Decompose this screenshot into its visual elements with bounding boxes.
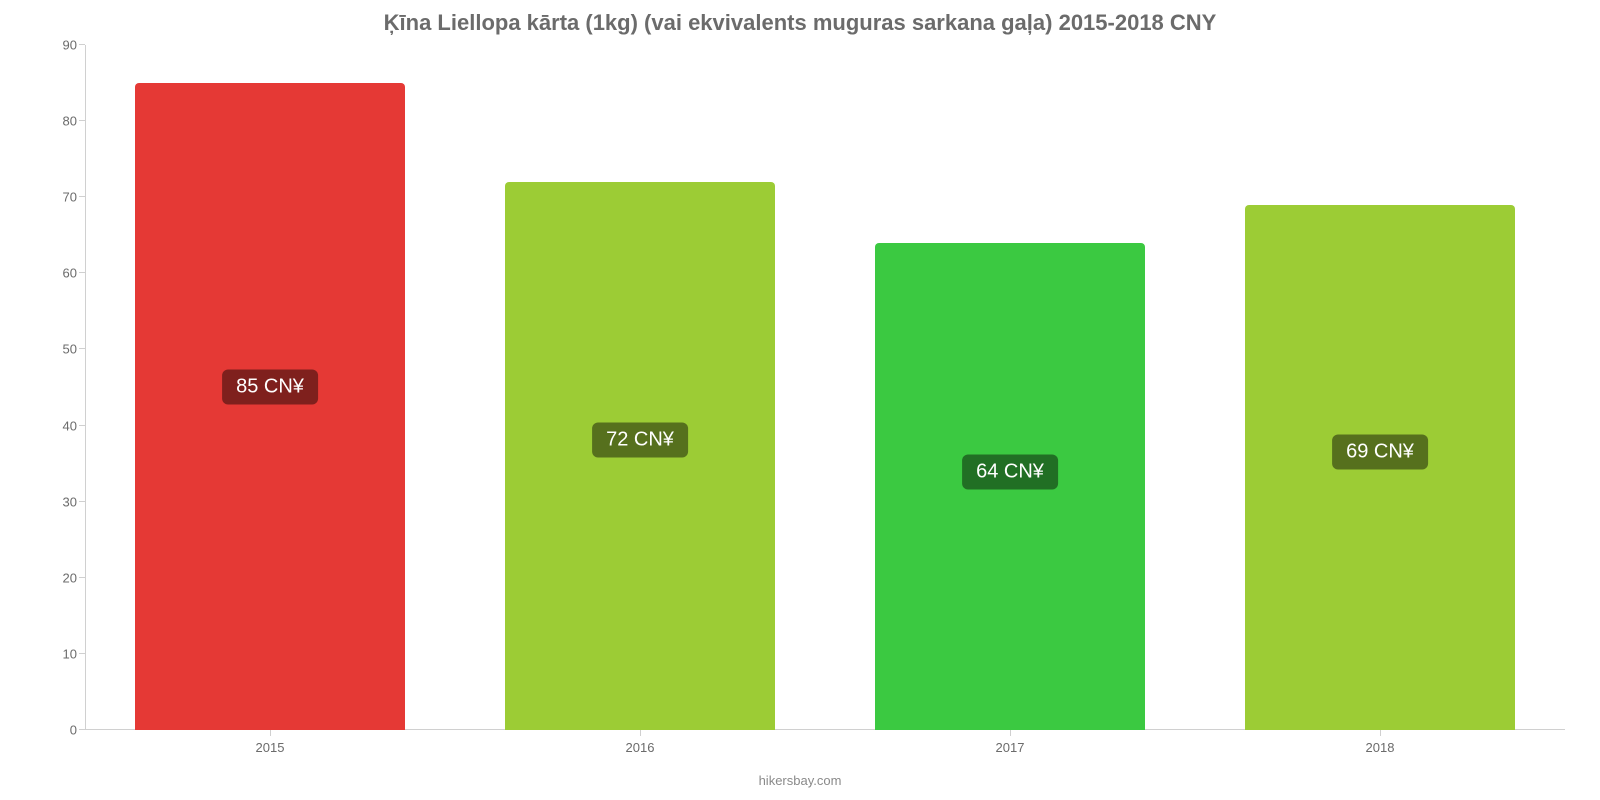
bar: 72 CN¥ <box>505 182 775 730</box>
footer-credit: hikersbay.com <box>0 773 1600 788</box>
y-tick-label: 60 <box>63 266 85 281</box>
value-badge: 64 CN¥ <box>962 454 1058 489</box>
y-tick-label: 40 <box>63 418 85 433</box>
chart-container: 0102030405060708090 85 CN¥201572 CN¥2016… <box>85 45 1565 730</box>
value-badge: 85 CN¥ <box>222 370 318 405</box>
y-tick-label: 10 <box>63 646 85 661</box>
bar: 69 CN¥ <box>1245 205 1515 730</box>
bar-slot: 72 CN¥2016 <box>455 45 825 730</box>
bar-slot: 64 CN¥2017 <box>825 45 1195 730</box>
bar: 85 CN¥ <box>135 83 405 730</box>
bar-slot: 85 CN¥2015 <box>85 45 455 730</box>
x-tick-mark <box>1010 730 1011 736</box>
bar: 64 CN¥ <box>875 243 1145 730</box>
y-tick-label: 30 <box>63 494 85 509</box>
value-badge: 69 CN¥ <box>1332 434 1428 469</box>
y-tick-label: 90 <box>63 38 85 53</box>
y-tick-label: 80 <box>63 114 85 129</box>
chart-title: Ķīna Liellopa kārta (1kg) (vai ekvivalen… <box>0 0 1600 36</box>
bars-row: 85 CN¥201572 CN¥201664 CN¥201769 CN¥2018 <box>85 45 1565 730</box>
value-badge: 72 CN¥ <box>592 422 688 457</box>
y-tick-label: 20 <box>63 570 85 585</box>
y-tick-label: 50 <box>63 342 85 357</box>
y-tick-label: 70 <box>63 190 85 205</box>
plot-area: 0102030405060708090 85 CN¥201572 CN¥2016… <box>85 45 1565 730</box>
x-tick-mark <box>1380 730 1381 736</box>
bar-slot: 69 CN¥2018 <box>1195 45 1565 730</box>
y-tick-label: 0 <box>70 723 85 738</box>
x-tick-mark <box>270 730 271 736</box>
x-tick-mark <box>640 730 641 736</box>
